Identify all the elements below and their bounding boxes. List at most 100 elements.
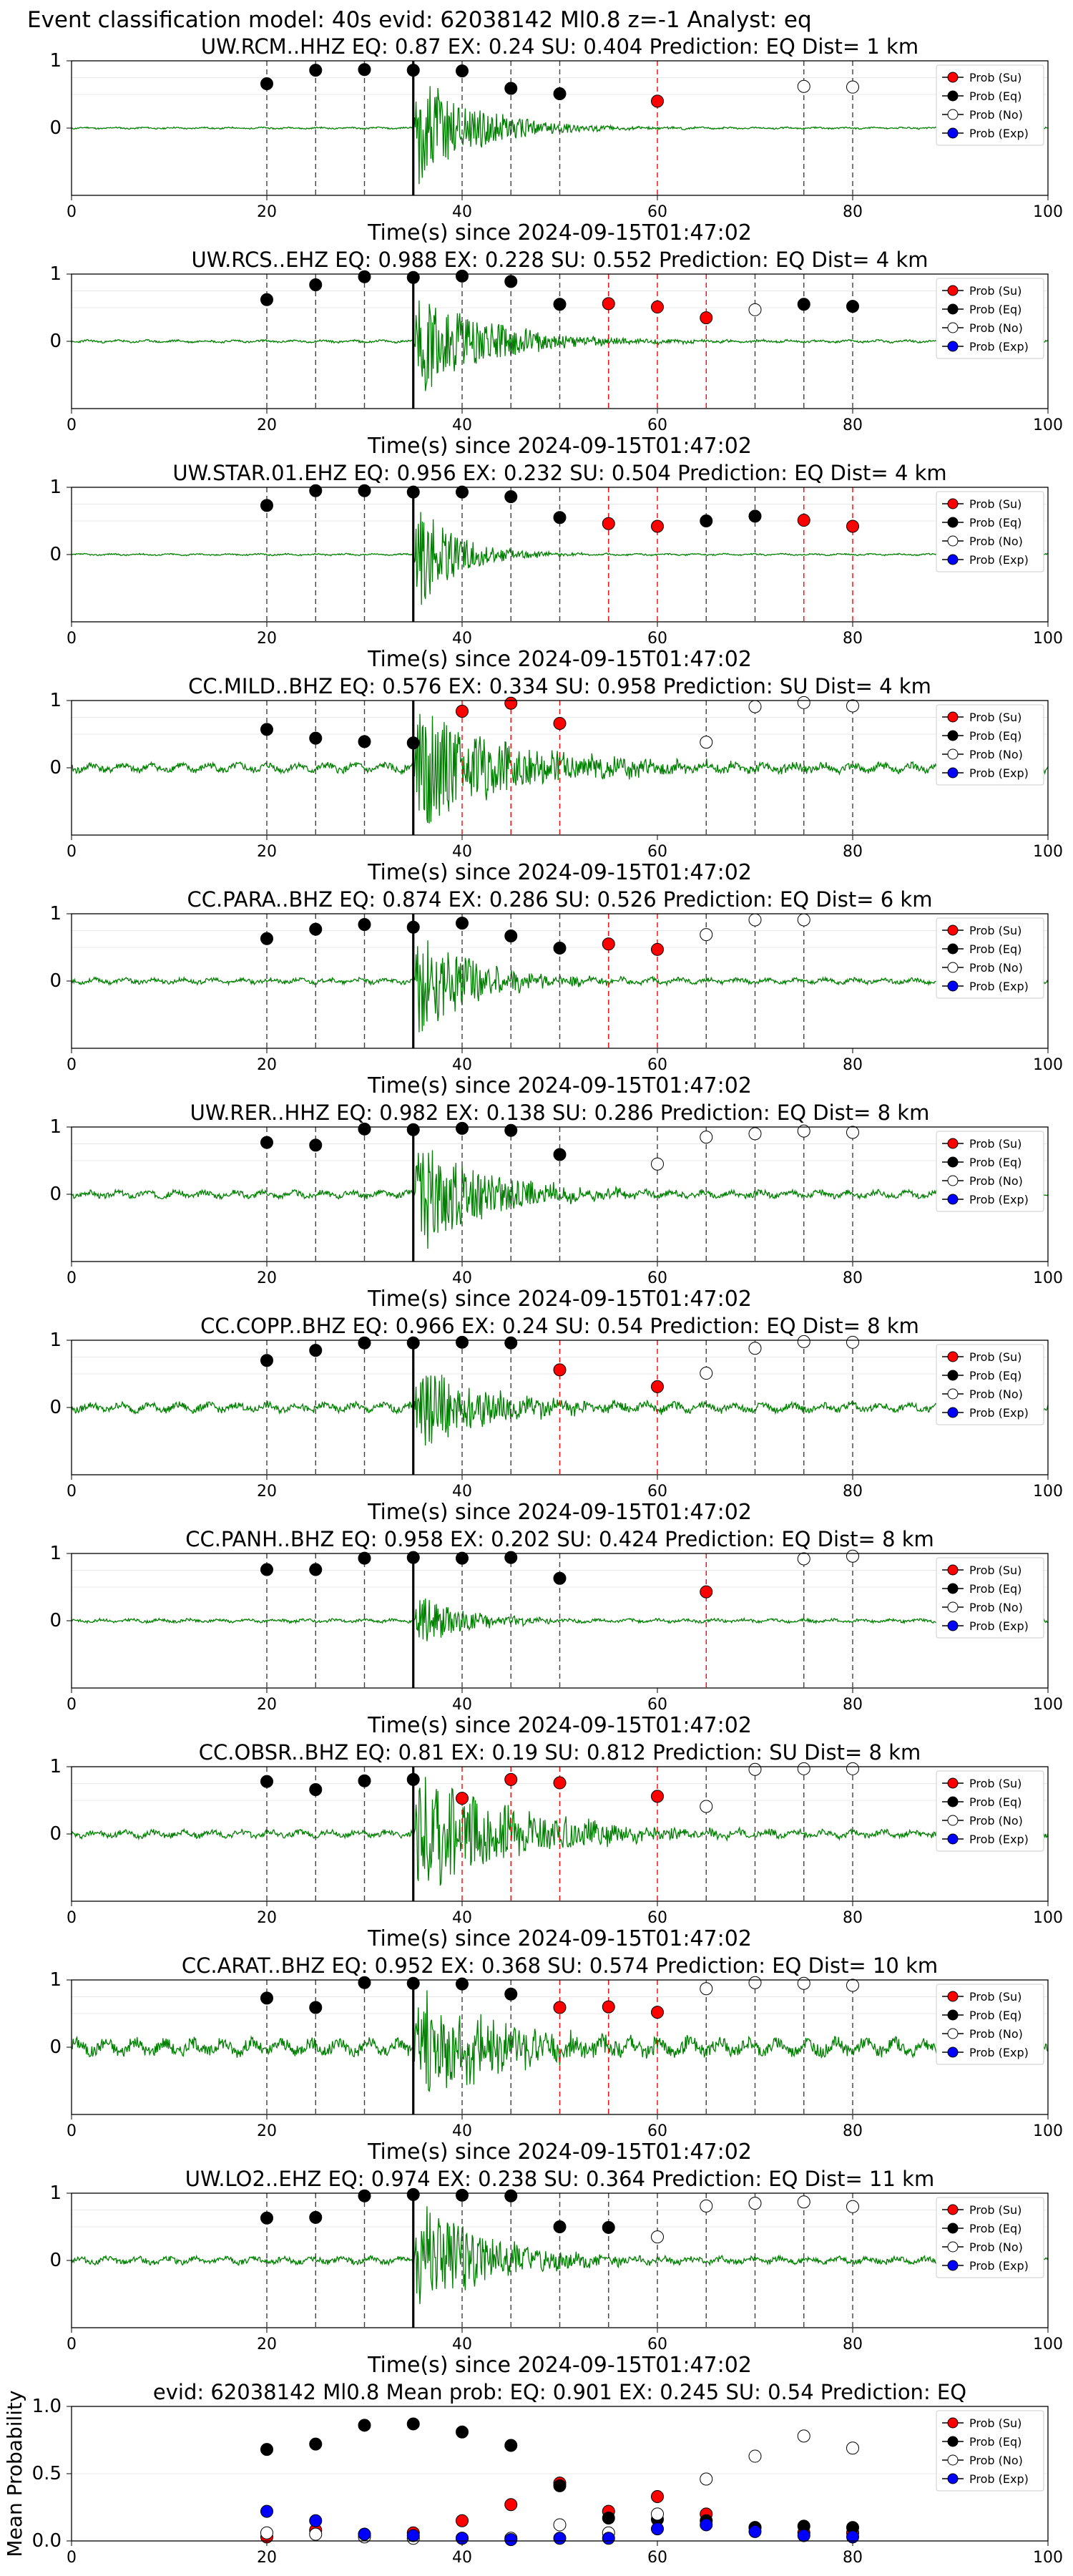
prob-point-su bbox=[553, 2001, 567, 2014]
legend-marker-exp bbox=[947, 127, 959, 139]
panel-title: UW.RCM..HHZ EQ: 0.87 EX: 0.24 SU: 0.404 … bbox=[201, 34, 918, 59]
panel-uw-lo2-ehz: UW.LO2..EHZ EQ: 0.974 EX: 0.238 SU: 0.36… bbox=[49, 2167, 1063, 2378]
legend-marker-no bbox=[947, 2454, 959, 2466]
prob-point-eq bbox=[553, 298, 567, 311]
panel-cc-obsr-bhz: CC.OBSR..BHZ EQ: 0.81 EX: 0.19 SU: 0.812… bbox=[49, 1740, 1063, 1951]
legend-label: Prob (Eq) bbox=[969, 1369, 1021, 1382]
legend-marker-exp bbox=[947, 2046, 959, 2058]
panel-cc-arat-bhz: CC.ARAT..BHZ EQ: 0.952 EX: 0.368 SU: 0.5… bbox=[49, 1953, 1063, 2165]
legend-label: Prob (No) bbox=[969, 1387, 1023, 1401]
legend-label: Prob (Su) bbox=[969, 497, 1021, 511]
mean-point-no bbox=[651, 2507, 664, 2521]
y-tick-label: 1 bbox=[49, 50, 62, 72]
prob-point-su bbox=[651, 1790, 664, 1803]
legend-marker-no bbox=[947, 1175, 959, 1186]
legend-marker-no bbox=[947, 2028, 959, 2039]
x-tick-label: 0 bbox=[67, 1909, 77, 1927]
legend-label: Prob (Su) bbox=[969, 1990, 1021, 2004]
x-tick-label: 40 bbox=[452, 843, 472, 861]
mean-point-eq bbox=[358, 2419, 371, 2432]
prob-point-no bbox=[700, 928, 713, 942]
legend-label: Prob (Exp) bbox=[969, 766, 1029, 780]
prob-point-eq bbox=[797, 298, 810, 311]
legend-marker-exp bbox=[947, 1620, 959, 1631]
legend-marker-eq bbox=[947, 517, 959, 528]
prob-point-no bbox=[846, 1762, 859, 1775]
legend-label: Prob (Exp) bbox=[969, 553, 1029, 567]
mean-point-exp bbox=[260, 2504, 273, 2518]
legend-label: Prob (Eq) bbox=[969, 729, 1021, 743]
prob-point-no bbox=[846, 699, 859, 713]
x-tick-label: 0 bbox=[67, 1696, 77, 1714]
x-tick-label: 80 bbox=[843, 2122, 863, 2140]
prob-point-su bbox=[602, 937, 615, 951]
y-tick-label: 1 bbox=[49, 1969, 62, 1991]
x-tick-label: 20 bbox=[257, 2336, 277, 2353]
legend-marker-su bbox=[947, 1991, 959, 2002]
prob-point-eq bbox=[504, 930, 518, 943]
prob-point-eq bbox=[700, 514, 713, 527]
x-tick-label: 20 bbox=[257, 203, 277, 221]
legend-box bbox=[936, 704, 1044, 786]
y-tick-label: 1 bbox=[49, 263, 62, 285]
x-axis-label: Time(s) since 2024-09-15T01:47:02 bbox=[367, 1713, 752, 1738]
prob-point-eq bbox=[456, 485, 469, 499]
x-tick-label: 100 bbox=[1033, 1696, 1063, 1714]
x-axis-label: Time(s) since 2024-09-15T01:47:02 bbox=[367, 1500, 752, 1525]
mean-point-exp bbox=[504, 2533, 518, 2547]
legend-marker-exp bbox=[947, 1833, 959, 1845]
prob-point-no bbox=[700, 1800, 713, 1813]
prob-point-eq bbox=[358, 1551, 371, 1565]
legend-marker-eq bbox=[947, 2436, 959, 2447]
prob-point-eq bbox=[553, 87, 567, 101]
x-tick-label: 20 bbox=[257, 2549, 277, 2567]
legend-marker-su bbox=[947, 2204, 959, 2215]
x-tick-label: 20 bbox=[257, 1269, 277, 1287]
legend-label: Prob (Eq) bbox=[969, 2009, 1021, 2022]
legend-marker-su bbox=[947, 498, 959, 509]
prob-point-eq bbox=[260, 499, 273, 512]
prob-point-no bbox=[748, 2197, 762, 2210]
prob-point-eq bbox=[358, 918, 371, 932]
waveform-trace bbox=[72, 1777, 1048, 1886]
x-tick-label: 100 bbox=[1033, 1269, 1063, 1287]
legend-label: Prob (Exp) bbox=[969, 1619, 1029, 1633]
legend-marker-su bbox=[947, 1351, 959, 1362]
x-tick-label: 60 bbox=[647, 2336, 667, 2353]
panel-cc-mild-bhz: CC.MILD..BHZ EQ: 0.576 EX: 0.334 SU: 0.9… bbox=[49, 674, 1063, 885]
legend-label: Prob (No) bbox=[969, 2454, 1023, 2467]
legend-box bbox=[936, 1984, 1044, 2065]
prob-point-eq bbox=[553, 511, 567, 525]
prob-point-su bbox=[700, 311, 713, 325]
legend-label: Prob (Exp) bbox=[969, 1193, 1029, 1206]
prob-point-su bbox=[602, 2000, 615, 2014]
prob-point-no bbox=[797, 2195, 810, 2209]
prob-point-eq bbox=[358, 1774, 371, 1787]
prob-point-eq bbox=[406, 1976, 420, 1990]
waveform-trace bbox=[72, 86, 1048, 185]
prob-point-su bbox=[846, 519, 859, 533]
prob-point-eq bbox=[309, 1563, 323, 1576]
x-tick-label: 60 bbox=[647, 1269, 667, 1287]
prob-point-eq bbox=[358, 2189, 371, 2202]
x-tick-label: 100 bbox=[1033, 1056, 1063, 1074]
prob-point-su bbox=[651, 519, 664, 533]
prob-point-su bbox=[651, 942, 664, 956]
x-axis-label: Time(s) since 2024-09-15T01:47:02 bbox=[367, 647, 752, 672]
mean-point-eq bbox=[553, 2479, 567, 2492]
plot-area bbox=[72, 61, 1048, 195]
prob-point-eq bbox=[260, 1991, 273, 2005]
x-tick-label: 60 bbox=[647, 416, 667, 434]
legend-marker-no bbox=[947, 322, 959, 333]
legend-marker-eq bbox=[947, 943, 959, 955]
x-tick-label: 80 bbox=[843, 1696, 863, 1714]
figure-suptitle: Event classification model: 40s evid: 62… bbox=[27, 7, 812, 33]
mean-point-su bbox=[504, 2498, 518, 2512]
x-tick-label: 0 bbox=[67, 2122, 77, 2140]
prob-point-no bbox=[700, 1982, 713, 1996]
legend-marker-exp bbox=[947, 1407, 959, 1418]
legend-box bbox=[936, 64, 1044, 146]
x-tick-label: 100 bbox=[1033, 1909, 1063, 1927]
legend-label: Prob (Su) bbox=[969, 71, 1021, 84]
y-tick-label: 0.0 bbox=[32, 2530, 62, 2552]
